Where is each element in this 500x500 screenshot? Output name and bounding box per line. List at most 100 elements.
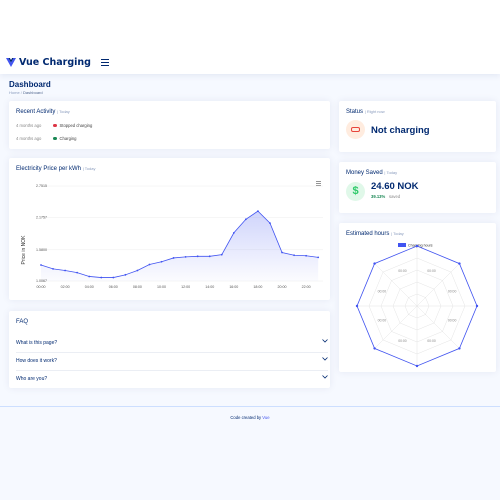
data-point[interactable] (305, 254, 308, 257)
faq-item[interactable]: Who are you? (16, 369, 328, 389)
y-axis-label: Price in NOK (21, 235, 27, 265)
money-title: Money Saved | Today (346, 170, 397, 176)
faq-item[interactable]: How does it work? (16, 351, 328, 371)
money-saved-card: Money Saved | Today $ 24.60 NOK 39.13% s… (339, 162, 496, 213)
radar-spoke (416, 263, 460, 307)
price-area-fill (41, 211, 319, 281)
radar-axis-label: 00:00 (427, 339, 436, 343)
data-point[interactable] (208, 255, 211, 258)
data-point[interactable] (40, 264, 42, 266)
faq-question: How does it work? (16, 358, 57, 364)
radar-spoke (416, 305, 460, 349)
y-tick-label: 1.5800 (36, 248, 47, 252)
data-point[interactable] (196, 255, 199, 258)
radar-axis-label: 00:00 (378, 319, 387, 323)
status-subtitle: | Right now (364, 109, 385, 114)
breadcrumb-home[interactable]: Home (9, 90, 20, 95)
data-point[interactable] (220, 253, 223, 256)
recent-activity-subtitle: | Today (57, 109, 70, 114)
estimated-subtitle: | Today (391, 231, 404, 236)
data-point[interactable] (52, 267, 54, 270)
data-point[interactable] (269, 222, 271, 225)
money-percent: 39.13% (371, 194, 386, 199)
money-value: 24.60 NOK (371, 181, 419, 192)
faq-item[interactable]: What is this page? (16, 333, 328, 353)
brand-logo[interactable]: Vue Charging (6, 57, 91, 68)
data-point[interactable] (244, 218, 247, 221)
recent-activity-title-text: Recent Activity (16, 109, 56, 115)
brand-name: Vue Charging (19, 57, 91, 68)
faq-title: FAQ (16, 319, 29, 325)
data-point[interactable] (64, 269, 67, 272)
data-point[interactable] (184, 255, 187, 258)
legend-swatch (398, 243, 406, 247)
data-point[interactable] (136, 269, 139, 272)
radar-point[interactable] (373, 347, 376, 350)
x-tick-label: 08:00 (133, 285, 142, 289)
data-point[interactable] (232, 232, 235, 234)
status-value: Not charging (371, 125, 430, 136)
plug-icon (346, 120, 365, 139)
y-tick-label: 2.7515 (36, 184, 47, 188)
radar-point[interactable] (475, 304, 479, 308)
data-point[interactable] (124, 273, 127, 276)
recent-activity-title: Recent Activity | Today (16, 109, 70, 115)
radar-point[interactable] (415, 364, 419, 368)
data-point[interactable] (148, 263, 151, 266)
x-tick-label: 12:00 (181, 285, 190, 289)
x-tick-label: 22:00 (302, 285, 311, 289)
legend-label[interactable]: Charging hours (408, 244, 433, 248)
faq-question: What is this page? (16, 340, 58, 346)
radar-spoke (374, 263, 418, 307)
y-tick-label: 2.1757 (36, 216, 47, 220)
x-tick-label: 04:00 (85, 285, 94, 289)
chevron-down-icon (322, 357, 328, 361)
data-point[interactable] (160, 260, 163, 263)
price-chart: Price in NOK 2.7515 2.1757 1.5800 1.0067 00… (21, 181, 323, 289)
radar-point[interactable] (355, 304, 359, 308)
x-tick-label: 16:00 (229, 285, 238, 289)
data-point[interactable] (112, 276, 115, 279)
data-point[interactable] (293, 254, 295, 257)
activity-text: Stopped charging (59, 123, 93, 128)
price-chart-title-text: Electricity Price per kWh (16, 166, 82, 172)
data-point[interactable] (281, 251, 283, 254)
hamburger-icon[interactable] (101, 59, 109, 66)
radar-axis-label: 00:00 (448, 289, 457, 293)
data-point[interactable] (317, 256, 320, 259)
dollar-icon: $ (346, 182, 365, 201)
x-tick-label: 06:00 (109, 285, 118, 289)
y-tick-label: 1.0067 (36, 279, 47, 283)
vue-logo-icon (6, 58, 16, 67)
price-series-line (40, 210, 319, 278)
price-chart-title: Electricity Price per kWh | Today (16, 166, 95, 172)
x-tick-label: 18:00 (253, 285, 262, 289)
footer-link[interactable]: Vue (262, 415, 270, 420)
data-point[interactable] (257, 210, 259, 213)
footer: Code created by Vue (0, 406, 500, 500)
data-point[interactable] (88, 275, 91, 278)
activity-time: 4 months ago (16, 136, 42, 141)
radar-point[interactable] (458, 347, 461, 350)
radar-point[interactable] (458, 262, 461, 265)
header-bar: Vue Charging (0, 0, 500, 74)
radar-point[interactable] (415, 244, 419, 248)
chevron-down-icon (322, 339, 328, 343)
x-tick-label: 02:00 (61, 285, 70, 289)
data-point[interactable] (172, 257, 175, 259)
chart-menu-icon[interactable] (316, 181, 321, 186)
estimated-title: Estimated hours | Today (346, 231, 404, 237)
data-point[interactable] (100, 276, 103, 279)
breadcrumb-current: Dashboard (23, 90, 43, 95)
radar-point[interactable] (373, 262, 376, 265)
activity-item: 4 months ago Stopped charging (16, 123, 92, 128)
status-title-text: Status (346, 109, 364, 115)
status-card: Status | Right now Not charging (339, 101, 496, 152)
faq-card: FAQ What is this page? How does it work?… (9, 311, 330, 388)
chevron-down-icon (322, 375, 328, 379)
data-point[interactable] (76, 271, 79, 274)
estimated-hours-card: Estimated hours | Today Charging hours 0… (339, 223, 496, 372)
price-chart-subtitle: | Today (82, 166, 96, 171)
x-tick-label: 20:00 (278, 285, 287, 289)
radar-axis-label: 00:00 (398, 339, 407, 343)
